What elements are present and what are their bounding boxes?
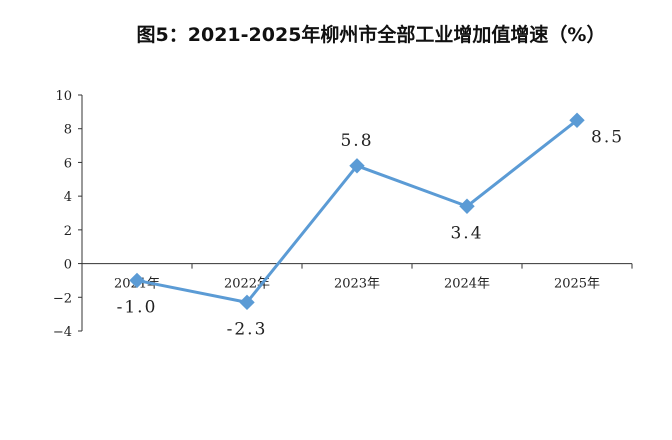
data-point-marker — [129, 272, 145, 289]
data-label: 5.8 — [340, 131, 373, 151]
y-tick-label: −4 — [53, 325, 72, 340]
y-axis: 10 8 6 4 2 0 −2 −4 — [53, 89, 83, 340]
data-point-marker — [239, 294, 255, 311]
x-tick-label: 2023年 — [334, 277, 380, 292]
data-label: -1.0 — [117, 297, 158, 317]
y-tick-label: 10 — [55, 89, 72, 104]
x-tick-label: 2024年 — [444, 277, 490, 292]
data-point-marker — [569, 112, 585, 128]
data-point-marker — [349, 158, 365, 174]
y-tick-label: 2 — [64, 224, 72, 239]
chart-title: 图5：2021-2025年柳州市全部工业增加值增速（%） — [136, 24, 606, 46]
y-tick-label: 6 — [64, 156, 72, 171]
x-axis: 2021年2022年2023年2024年2025年 — [81, 263, 633, 292]
data-labels: -1.0 -2.3 5.8 3.4 8.5 — [117, 127, 624, 339]
y-tick-label: 0 — [64, 258, 72, 273]
data-label: -2.3 — [227, 319, 268, 339]
series-line — [129, 112, 585, 311]
x-tick-label: 2025年 — [554, 277, 600, 292]
data-label: 8.5 — [591, 127, 624, 147]
y-tick-label: 4 — [64, 190, 72, 205]
data-point-marker — [459, 198, 475, 214]
data-label: 3.4 — [450, 223, 483, 243]
y-tick-label: −2 — [53, 291, 72, 306]
y-tick-label: 8 — [64, 123, 72, 138]
